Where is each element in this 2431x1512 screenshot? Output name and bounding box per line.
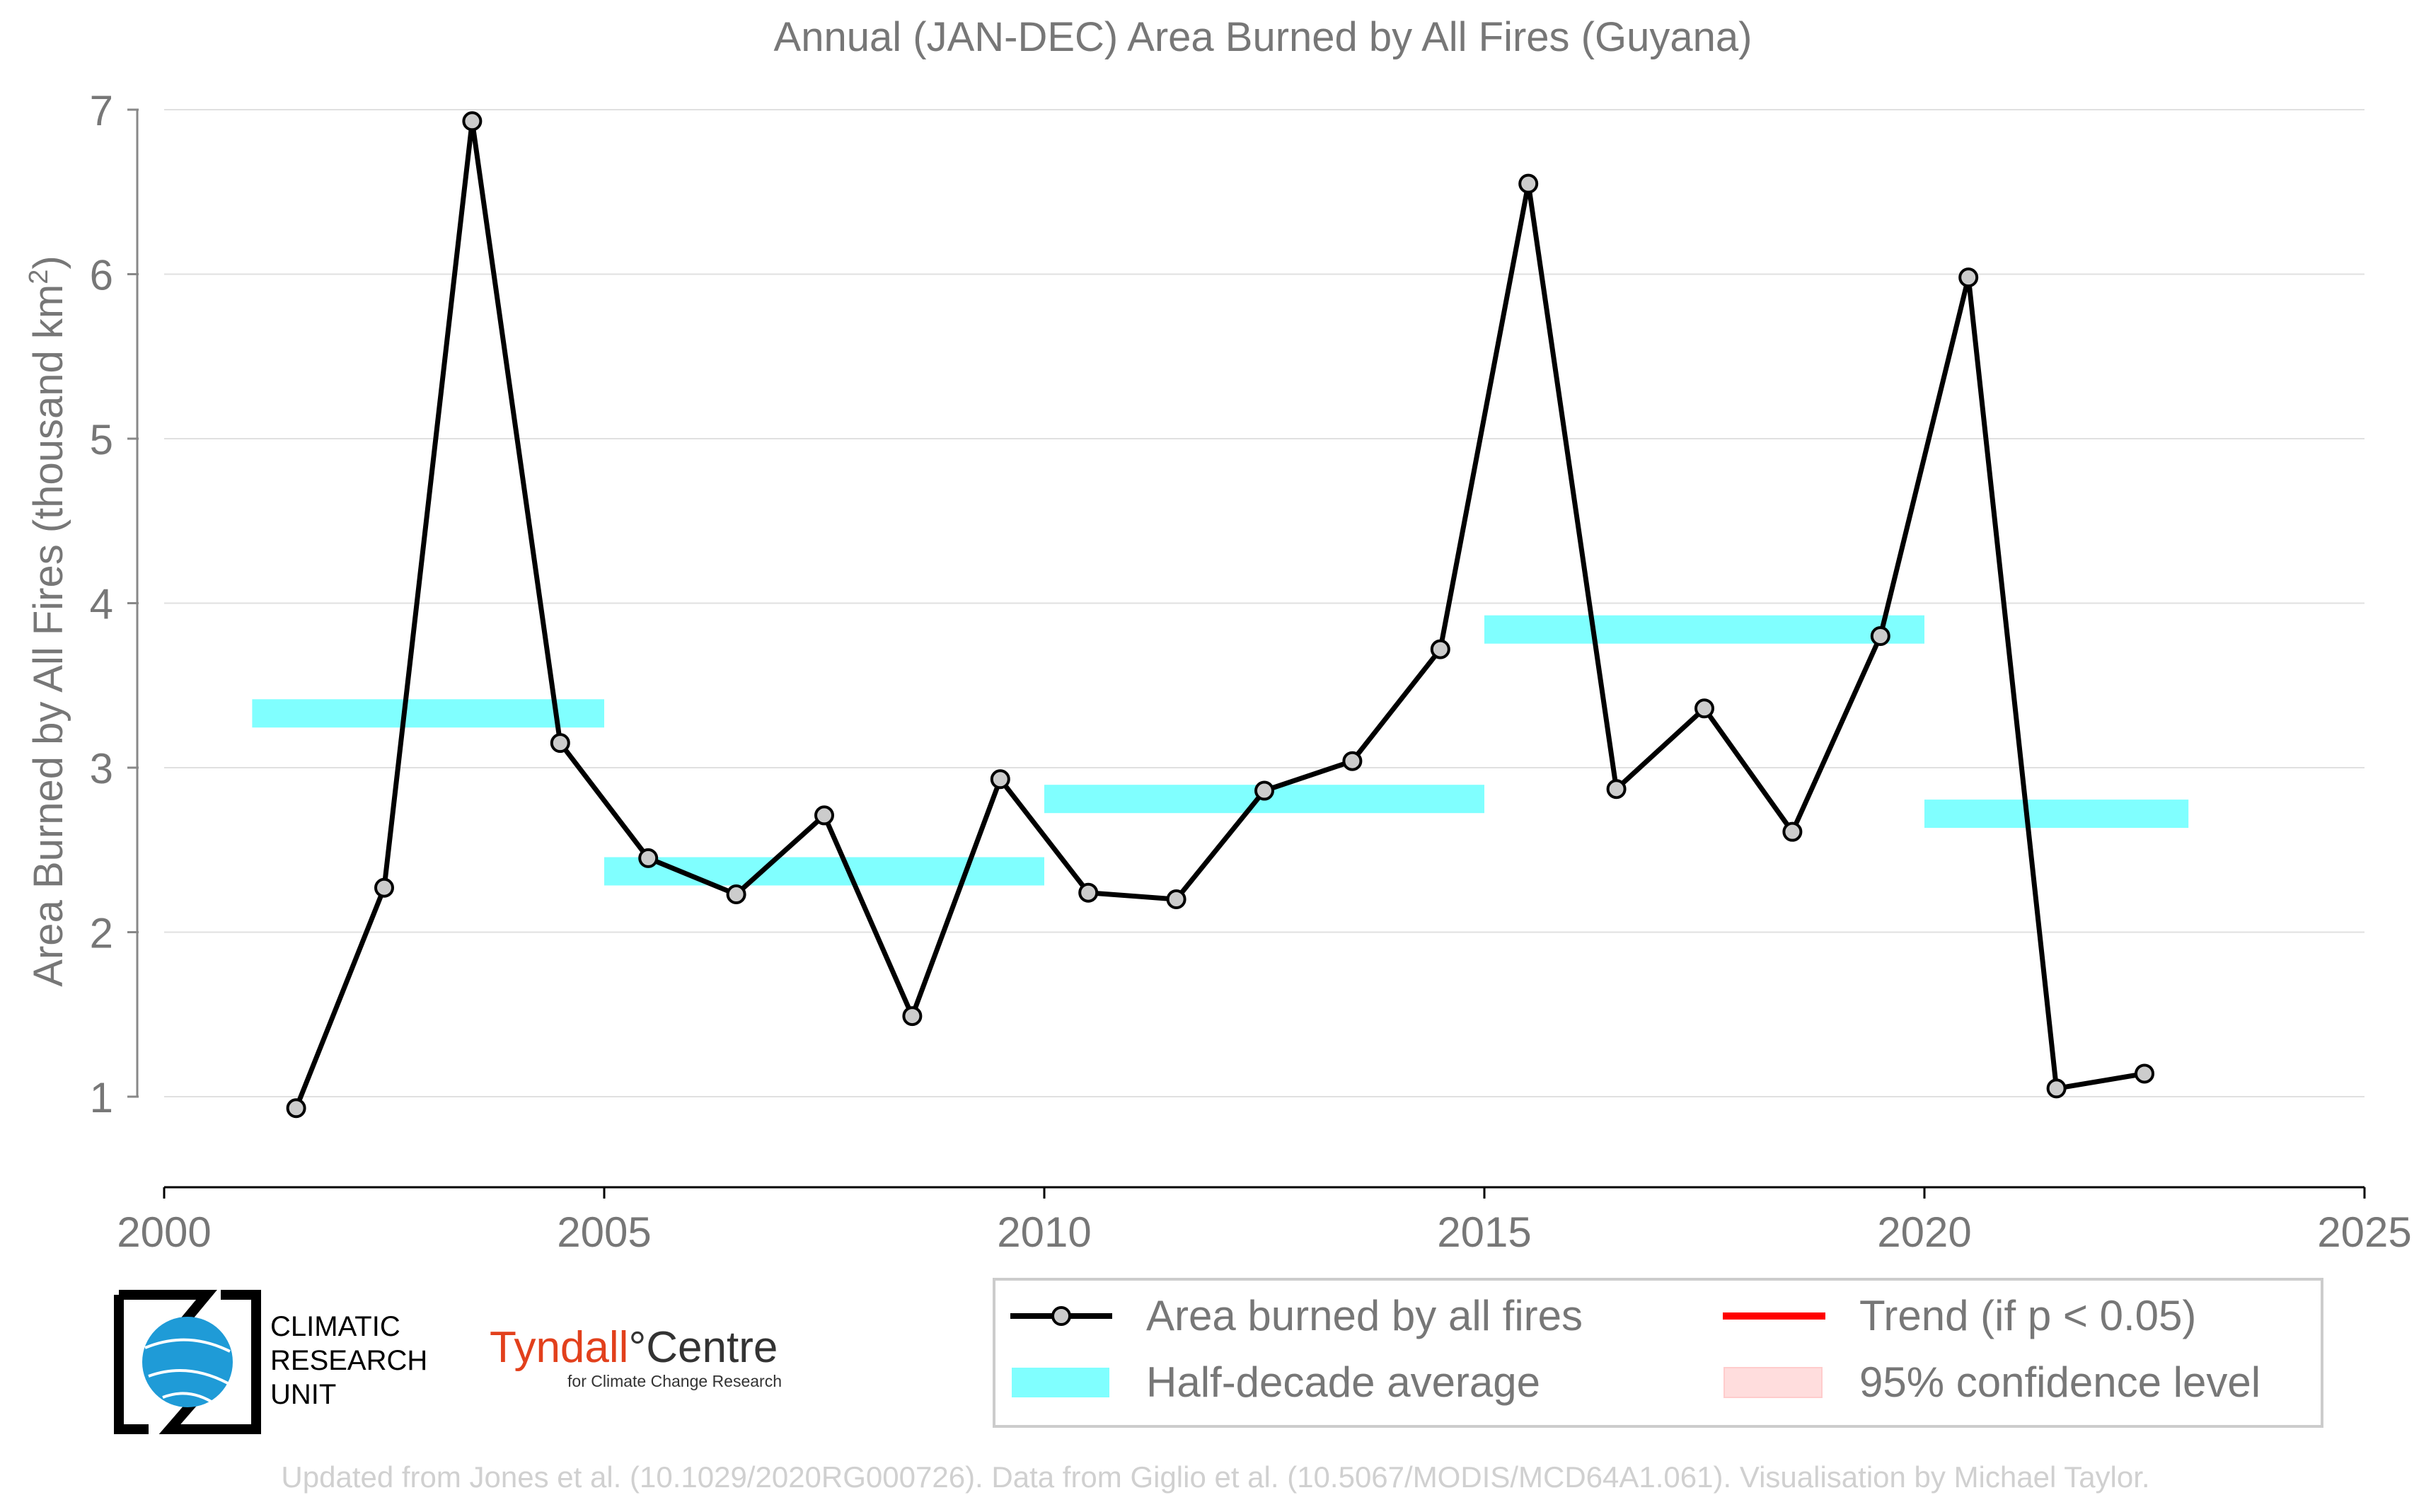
y-axis-label-superscript: 2 bbox=[24, 270, 54, 284]
x-tick-label: 2025 bbox=[2317, 1208, 2411, 1256]
y-tick-label: 2 bbox=[90, 910, 113, 957]
cru-frame-icon-lower bbox=[114, 1295, 149, 1434]
data-point-8 bbox=[990, 769, 1010, 790]
data-point-12 bbox=[1342, 751, 1363, 771]
data-point-13 bbox=[1430, 639, 1450, 659]
legend-swatch-marker bbox=[1051, 1306, 1071, 1326]
data-point-21 bbox=[2135, 1063, 2154, 1084]
half-decade-band-4 bbox=[1924, 800, 2189, 829]
cru-frame-icon-right bbox=[158, 1290, 261, 1434]
data-point-19 bbox=[1958, 267, 1979, 288]
y-tick-label: 1 bbox=[90, 1074, 113, 1121]
legend-label-trend: Trend (if p < 0.05) bbox=[1859, 1292, 2196, 1339]
data-point-2 bbox=[462, 111, 483, 132]
series-layer bbox=[294, 118, 2145, 1109]
legend-swatch-half-decade bbox=[1012, 1368, 1109, 1397]
data-point-16 bbox=[1694, 698, 1714, 719]
grid-layer bbox=[164, 109, 2364, 1097]
cru-line-3: UNIT bbox=[270, 1379, 336, 1410]
x-tick-label: 2015 bbox=[1437, 1208, 1531, 1256]
points-layer bbox=[286, 111, 2154, 1119]
y-tick-label: 4 bbox=[90, 581, 113, 628]
legend-label-half-decade: Half-decade average bbox=[1146, 1358, 1540, 1406]
legend-swatch-confidence bbox=[1723, 1367, 1823, 1398]
legend-label-confidence: 95% confidence level bbox=[1859, 1358, 2260, 1406]
cru-globe-lines-icon bbox=[144, 1338, 231, 1406]
tyndall-wordmark: Tyndall°Centre bbox=[490, 1323, 778, 1372]
tyndall-subtitle: for Climate Change Research bbox=[567, 1372, 782, 1390]
cru-line-2: RESEARCH bbox=[270, 1345, 427, 1376]
data-point-7 bbox=[902, 1006, 923, 1027]
data-point-1 bbox=[374, 877, 394, 898]
x-tick-label: 2000 bbox=[117, 1208, 211, 1256]
y-axis-label-tail: ) bbox=[25, 255, 71, 269]
series-line-area-burned bbox=[294, 118, 2145, 1109]
data-point-20 bbox=[2046, 1078, 2067, 1099]
x-tick-label: 2010 bbox=[997, 1208, 1091, 1256]
axes-layer: 1 2 3 4 5 6 7 2000 2005 2010 2015 2020 2025 bbox=[90, 87, 2412, 1256]
y-tick-label: 5 bbox=[90, 416, 113, 463]
x-tick-label: 2005 bbox=[557, 1208, 651, 1256]
data-point-5 bbox=[726, 884, 746, 905]
data-point-11 bbox=[1254, 780, 1274, 801]
footer-credit: Updated from Jones et al. (10.1029/2020R… bbox=[281, 1460, 2149, 1494]
cru-globe-icon bbox=[142, 1317, 233, 1407]
data-point-15 bbox=[1606, 779, 1627, 800]
data-point-0 bbox=[286, 1098, 306, 1119]
data-point-10 bbox=[1166, 889, 1186, 909]
tyndall-main: Tyndall bbox=[490, 1323, 628, 1372]
half-decade-band-1 bbox=[604, 857, 1044, 886]
x-tick-label: 2020 bbox=[1877, 1208, 1971, 1256]
legend: Area burned by all fires Trend (if p < 0… bbox=[993, 1278, 2323, 1428]
data-point-3 bbox=[550, 733, 570, 754]
data-point-6 bbox=[814, 805, 834, 826]
data-point-9 bbox=[1078, 882, 1099, 903]
y-tick-label: 7 bbox=[90, 87, 113, 134]
y-axis-label: Area Burned by All Fires (thousand km2) bbox=[24, 255, 71, 986]
chart-title: Annual (JAN-DEC) Area Burned by All Fire… bbox=[774, 14, 1752, 60]
data-point-4 bbox=[638, 848, 659, 868]
data-point-14 bbox=[1518, 173, 1539, 194]
tyndall-degree: ° bbox=[628, 1323, 646, 1372]
y-tick-label: 3 bbox=[90, 745, 113, 792]
half-decade-band-3 bbox=[1484, 615, 1924, 644]
cru-line-1: CLIMATIC bbox=[270, 1311, 400, 1342]
y-tick-label: 6 bbox=[90, 252, 113, 299]
data-point-17 bbox=[1782, 821, 1803, 842]
legend-label-area-burned: Area burned by all fires bbox=[1146, 1292, 1583, 1339]
y-axis-label-main: Area Burned by All Fires (thousand km bbox=[25, 284, 71, 987]
tyndall-centre: Centre bbox=[646, 1323, 778, 1372]
legend-box bbox=[993, 1278, 2323, 1428]
tyndall-logo: Tyndall°Centre for Climate Change Resear… bbox=[490, 1323, 782, 1390]
half-decade-band-0 bbox=[252, 699, 604, 728]
data-point-18 bbox=[1870, 626, 1890, 646]
cru-logo: CLIMATIC RESEARCH UNIT bbox=[114, 1290, 427, 1434]
